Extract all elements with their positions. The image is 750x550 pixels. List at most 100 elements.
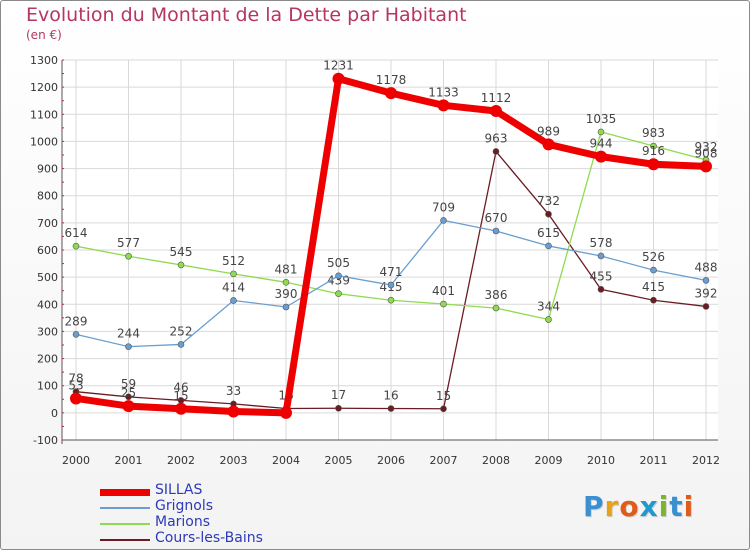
data-point-marions [335,290,342,298]
data-label-grignols: 578 [590,236,613,250]
data-label-grignols: 390 [275,287,298,301]
data-point-marions [387,296,395,304]
data-label-marions: 512 [222,254,245,268]
data-point-marions [545,316,552,323]
data-label-grignols: 289 [65,314,88,328]
data-label-cours-les-bains: 415 [642,280,665,294]
data-label-cours-les-bains: 16 [383,389,398,403]
data-label-grignols: 505 [327,256,350,270]
proxiti-logo: Proxiti [583,490,694,523]
data-point-cours-les-bains [545,210,552,218]
data-point-sillas [332,72,345,85]
legend-item: Marions [100,514,360,532]
data-point-grignols [545,242,552,250]
data-label-cours-les-bains: 46 [173,380,188,394]
y-tick-label: 100 [37,380,58,393]
x-tick-label: 2005 [325,454,353,467]
data-label-cours-les-bains: 33 [226,384,241,398]
data-point-marions [125,252,132,260]
data-label-sillas: 15 [173,389,188,403]
data-label-grignols: 615 [537,226,560,240]
legend: SILLAS Grignols Marions Cours-les-Bains [100,482,360,548]
data-label-sillas: 53 [68,378,83,392]
y-tick-label: 700 [37,217,58,230]
data-label-marions: 481 [275,262,298,276]
legend-label: Grignols [155,498,214,514]
data-label-grignols: 526 [642,250,665,264]
data-label-cours-les-bains: 17 [331,388,346,402]
data-point-cours-les-bains [335,404,342,412]
data-point-marions [282,278,290,286]
y-tick-label: 400 [37,298,58,311]
y-tick-label: 1100 [30,108,58,121]
data-point-sillas [700,160,712,173]
x-tick-label: 2009 [535,454,563,467]
data-label-grignols: 471 [380,265,403,279]
data-label-cours-les-bains: 59 [121,377,136,391]
legend-label: Cours-les-Bains [155,530,263,546]
data-point-grignols [387,281,395,289]
data-label-sillas: 1231 [323,59,354,73]
data-point-cours-les-bains [125,393,132,401]
data-point-marions [72,242,80,250]
data-point-sillas [385,87,397,100]
data-point-grignols [492,227,500,235]
logo-letter: i [683,490,695,523]
y-tick-label: 0 [51,407,58,420]
data-point-cours-les-bains [387,405,395,412]
data-point-sillas [122,400,135,413]
x-tick-label: 2011 [640,454,668,467]
data-point-sillas [70,392,82,405]
y-tick-label: 1300 [30,54,58,67]
legend-item: Grignols [100,498,360,516]
data-point-grignols [335,272,342,280]
data-point-grignols [650,266,657,274]
data-label-sillas: 1112 [481,91,512,105]
legend-item: Cours-les-Bains [100,530,360,548]
chart-title: Evolution du Montant de la Dette par Hab… [26,4,467,26]
x-tick-label: 2003 [220,454,248,467]
chart-subtitle: (en €) [26,28,62,42]
data-point-marions [597,128,605,136]
data-point-grignols [72,331,80,338]
data-point-marions [440,300,447,308]
data-label-grignols: 670 [485,211,508,225]
legend-swatch [100,523,150,525]
data-label-cours-les-bains: 392 [695,286,718,300]
x-tick-label: 2008 [482,454,510,467]
data-label-marions: 932 [695,140,718,154]
data-point-marions [650,142,657,150]
data-label-sillas: 944 [590,137,613,151]
data-point-cours-les-bains [492,148,500,155]
data-label-marions: 1035 [586,112,617,126]
data-point-marions [230,270,237,278]
data-point-sillas [542,138,555,151]
y-tick-label: 300 [37,325,58,338]
x-tick-label: 2010 [587,454,615,467]
data-label-marions: 577 [117,236,140,250]
data-label-cours-les-bains: 15 [436,389,451,403]
data-point-grignols [177,341,185,348]
data-label-sillas: 25 [121,386,136,400]
data-label-sillas: 908 [695,146,718,160]
data-label-cours-les-bains: 732 [537,194,560,208]
y-tick-label: 800 [37,190,58,203]
logo-letter: P [583,490,605,523]
logo-letter: o [619,490,640,523]
data-point-cours-les-bains [650,296,657,304]
y-tick-label: 500 [37,271,58,284]
data-point-grignols [230,297,237,304]
x-tick-label: 2012 [692,454,720,467]
data-label-sillas: 1133 [428,85,459,99]
logo-letter: x [639,490,659,523]
data-label-sillas: 1178 [376,73,407,87]
data-point-cours-les-bains [440,405,447,413]
x-tick-label: 2000 [62,454,90,467]
x-tick-label: 2006 [377,454,405,467]
data-label-marions: 344 [537,299,560,313]
data-point-sillas [437,99,450,112]
data-point-grignols [597,252,605,260]
data-point-sillas [227,405,240,418]
legend-swatch [100,488,150,496]
data-label-marions: 545 [170,245,193,259]
